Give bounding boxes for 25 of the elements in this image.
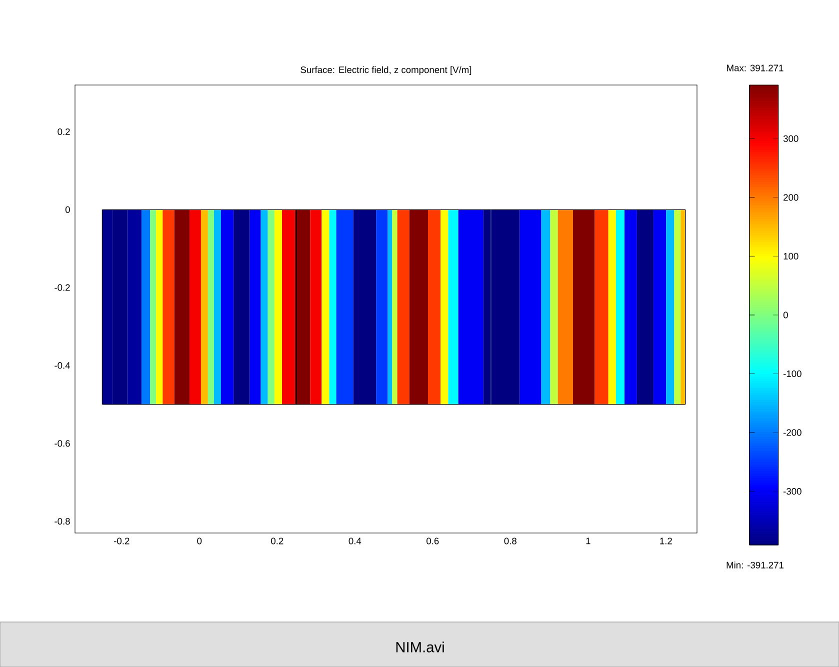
y-tick-label: -0.4 (54, 362, 70, 369)
x-tick-label: 1 (586, 538, 590, 544)
y-tick-label: -0.8 (54, 518, 70, 525)
y-tick-label: -0.2 (54, 284, 70, 291)
color-bar-label: -300 (784, 488, 802, 495)
x-tick-label: 0.6 (426, 538, 439, 544)
color-bar-label: -200 (784, 429, 802, 436)
x-tick-label: 0.8 (504, 538, 516, 544)
x-tick-label: 1.2 (660, 538, 672, 544)
chart-title: Surface: Electric field, z component [V/m] (300, 66, 472, 75)
color-bar-label: 300 (783, 135, 798, 142)
text: Max: 391.271 (727, 64, 784, 72)
text: Min: -391.271 (726, 562, 784, 568)
text: NIM.avi (396, 642, 444, 652)
x-tick-label: 0.4 (348, 538, 362, 544)
x-tick-label: -0.2 (114, 538, 130, 544)
color-bar-label: 0 (783, 312, 788, 318)
color-bar-label: -100 (784, 370, 802, 378)
x-tick-label: 0 (197, 538, 202, 544)
color-bar-label: 100 (784, 252, 798, 260)
y-tick-label: -0.6 (54, 440, 70, 447)
y-tick-label: 0.2 (58, 128, 70, 136)
x-tick-label: 0.2 (271, 538, 284, 544)
y-tick-label: 0 (65, 206, 70, 213)
color-bar-label: 200 (784, 194, 798, 201)
